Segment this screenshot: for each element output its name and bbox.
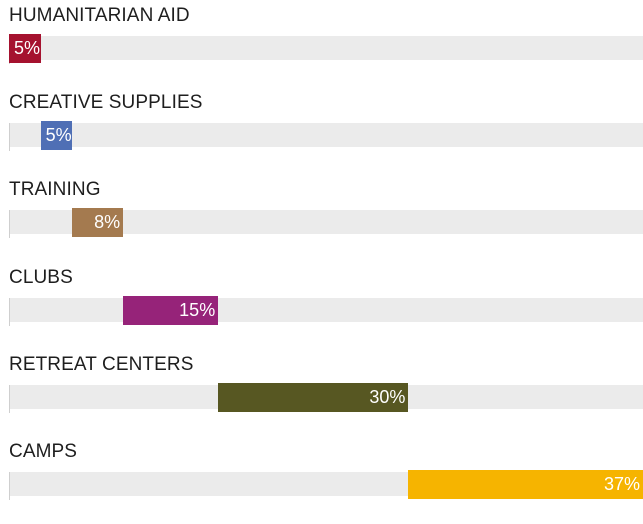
axis-tick [9,297,10,326]
category-label: CREATIVE SUPPLIES [9,92,203,114]
category-label: CLUBS [9,266,73,288]
bar-track [9,297,643,322]
category-label: RETREAT CENTERS [9,353,194,375]
bar-row: CREATIVE SUPPLIES 5% [0,87,643,175]
axis-tick [9,384,10,413]
bar-track [9,36,643,60]
bar-row: HUMANITARIAN AID 5% [0,0,643,88]
bar-row: CLUBS 15% [0,262,643,350]
axis-tick [9,210,10,239]
value-label: 5% [13,38,40,58]
bar-row: TRAINING 8% [0,174,643,262]
bar [9,34,41,63]
bar-row: CAMPS 37% [0,436,643,524]
bar [218,382,409,412]
chart: HUMANITARIAN AID 5% CREATIVE SUPPLIES 5% TRA… [0,0,643,500]
bar-track [9,123,643,148]
bar-row: RETREAT CENTERS 30% [0,349,643,437]
value-label: 30% [369,386,406,407]
value-label: 15% [179,299,216,320]
bar [408,470,643,499]
value-label: 8% [94,212,121,233]
axis-tick [9,123,10,152]
category-label: HUMANITARIAN AID [9,5,190,26]
value-label: 37% [603,474,640,494]
value-label: 5% [45,125,72,146]
category-label: CAMPS [9,441,78,462]
category-label: TRAINING [9,179,101,201]
bar [40,121,73,151]
bar [72,208,124,238]
bar [123,295,219,325]
axis-tick [9,472,10,500]
